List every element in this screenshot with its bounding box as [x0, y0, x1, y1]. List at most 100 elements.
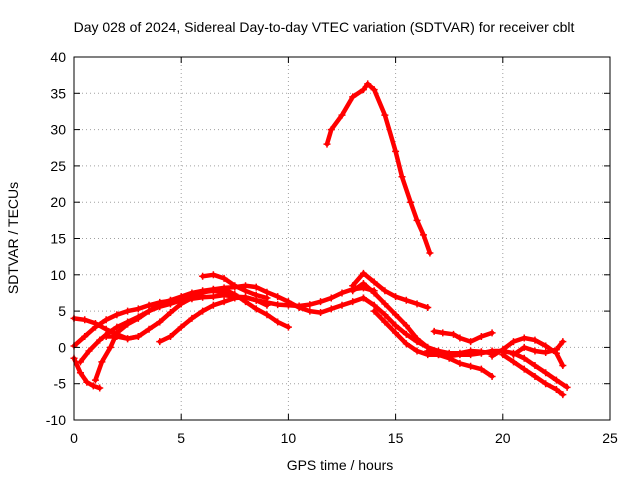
- data-point: [156, 318, 164, 326]
- data-point: [96, 336, 104, 344]
- data-point: [199, 289, 207, 297]
- data-point: [317, 309, 325, 317]
- data-point: [402, 330, 410, 338]
- x-tick-label: 15: [388, 430, 404, 446]
- data-point: [449, 330, 457, 338]
- data-point: [199, 272, 207, 280]
- data-point: [402, 322, 410, 330]
- series-sat-j: [349, 269, 432, 311]
- x-tick-label: 20: [495, 430, 511, 446]
- data-point: [220, 285, 228, 293]
- data-point: [559, 391, 567, 399]
- data-point: [392, 147, 400, 155]
- data-point: [134, 333, 142, 341]
- data-point: [166, 333, 174, 341]
- data-point: [510, 338, 518, 346]
- data-point: [563, 383, 571, 391]
- data-point: [220, 298, 228, 306]
- y-tick-label: -5: [54, 376, 67, 392]
- data-point: [430, 327, 438, 335]
- series-sat-a: [70, 354, 104, 392]
- series-trace: [500, 352, 566, 397]
- data-point: [531, 336, 539, 344]
- x-axis-label: GPS time / hours: [287, 457, 394, 473]
- axis-ticks: 0 5 10 15 20 25 -10 -5 0 5 10 15 20 25 30 35 40: [46, 49, 618, 446]
- data-point: [359, 280, 367, 288]
- data-point: [559, 338, 567, 346]
- data-point: [242, 287, 250, 295]
- data-point: [424, 303, 432, 311]
- data-point: [252, 291, 260, 299]
- y-tick-label: 20: [50, 194, 66, 210]
- y-tick-label: 10: [50, 267, 66, 283]
- data-point: [520, 354, 528, 362]
- data-point: [263, 294, 271, 302]
- data-point: [263, 311, 271, 319]
- data-point: [477, 365, 485, 373]
- data-point: [542, 369, 550, 377]
- data-point: [338, 289, 346, 297]
- series-sat-l: [359, 294, 496, 357]
- data-point: [413, 300, 421, 308]
- data-point: [252, 283, 260, 291]
- data-point: [424, 347, 432, 355]
- data-point: [188, 294, 196, 302]
- data-point: [520, 343, 528, 351]
- data-point: [91, 319, 99, 327]
- y-tick-label: 5: [58, 303, 66, 319]
- series-sat-h: [199, 271, 271, 302]
- data-point: [477, 349, 485, 357]
- data-point: [392, 322, 400, 330]
- data-point: [113, 333, 121, 341]
- y-tick-label: -10: [46, 412, 66, 428]
- data-point: [327, 126, 335, 134]
- data-point: [76, 369, 84, 377]
- series-trace: [511, 339, 566, 357]
- data-point: [510, 351, 518, 359]
- data-point: [531, 362, 539, 370]
- data-point: [445, 354, 453, 362]
- data-point: [434, 351, 442, 359]
- data-point: [338, 111, 346, 119]
- data-point: [477, 333, 485, 341]
- y-axis-label: SDTVAR / TECUs: [5, 182, 21, 294]
- data-point: [370, 278, 378, 286]
- data-point: [113, 311, 121, 319]
- data-point: [231, 294, 239, 302]
- x-tick-label: 25: [602, 430, 618, 446]
- data-point: [209, 285, 217, 293]
- y-tick-label: 25: [50, 158, 66, 174]
- data-point: [106, 343, 114, 351]
- data-point: [89, 382, 97, 390]
- series-sat-o: [430, 327, 496, 346]
- data-point: [542, 342, 550, 350]
- data-point: [323, 140, 331, 148]
- grid-lines: [74, 57, 610, 420]
- data-point: [392, 293, 400, 301]
- data-point: [199, 307, 207, 315]
- series-sat-i: [323, 80, 434, 257]
- data-point: [413, 338, 421, 346]
- data-point: [177, 293, 185, 301]
- data-point: [209, 271, 217, 279]
- data-point: [209, 301, 217, 309]
- data-point: [263, 301, 271, 309]
- data-series-layer: [70, 80, 571, 399]
- data-point: [327, 294, 335, 302]
- data-point: [370, 86, 378, 94]
- data-point: [295, 303, 303, 311]
- series-sat-q: [499, 351, 567, 399]
- data-point: [274, 293, 282, 301]
- y-tick-label: 40: [50, 49, 66, 65]
- data-point: [177, 323, 185, 331]
- y-tick-label: 35: [50, 85, 66, 101]
- data-point: [274, 318, 282, 326]
- data-point: [381, 311, 389, 319]
- data-point: [166, 296, 174, 304]
- data-point: [542, 348, 550, 356]
- series-sat-n: [424, 347, 496, 380]
- data-point: [76, 358, 84, 366]
- data-point: [392, 311, 400, 319]
- data-point: [402, 340, 410, 348]
- y-tick-label: 15: [50, 231, 66, 247]
